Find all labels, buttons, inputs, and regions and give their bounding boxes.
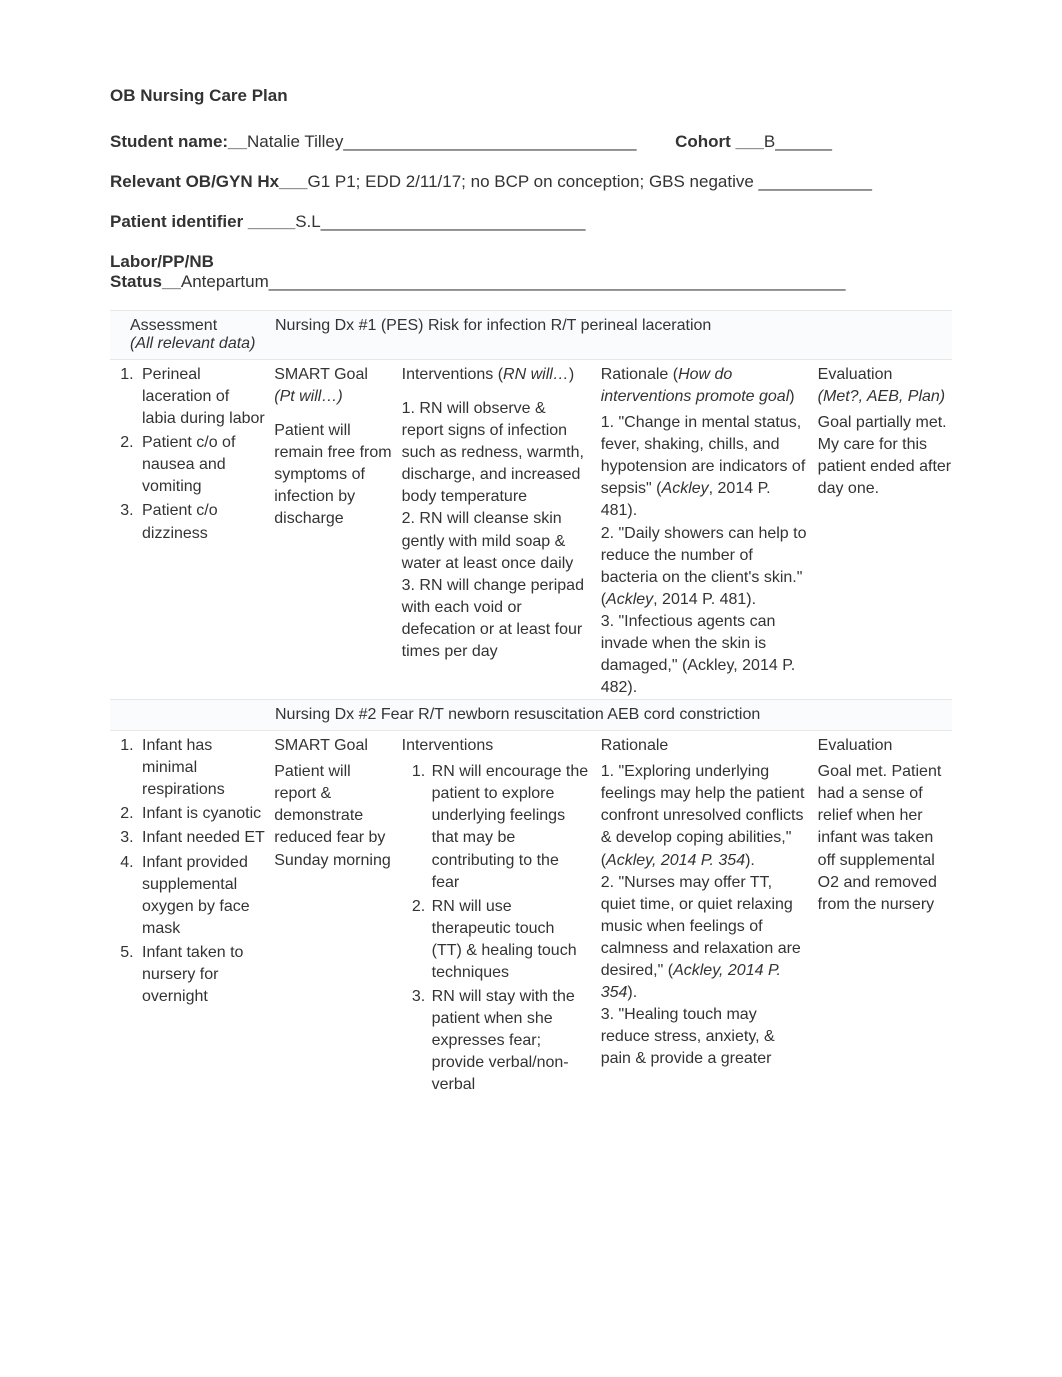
hx-label: Relevant OB/GYN Hx___ [110,172,307,191]
assessment-header-text: Assessment [130,317,217,334]
eval-header: Evaluation [818,735,952,761]
status-value: Antepartum______________________________… [181,272,846,291]
goal-sub: (Pt will…) [274,388,342,405]
dx2-header: Nursing Dx #2 Fear R/T newborn resuscita… [110,699,952,731]
goal-header: SMART Goal (Pt will…) [274,364,391,412]
rat-body: 1. "Exploring underlying feelings may he… [601,761,808,1070]
pid-value: S.L____________________________ [295,212,585,231]
ob-hx: Relevant OB/GYN Hx___G1 P1; EDD 2/11/17;… [110,172,952,192]
list-item: Patient c/o of nausea and vomiting [138,432,266,498]
eval-body: Goal met. Patient had a sense of relief … [818,761,952,916]
int-body: 1. RN will observe & report signs of inf… [402,398,589,663]
list-item: Infant provided supplemental oxygen by f… [138,852,266,940]
dx1-assessments: Perineal laceration of labia during labo… [110,364,274,699]
goal-header: SMART Goal [274,735,391,761]
list-item: Infant is cyanotic [138,803,266,825]
cohort-value: B______ [764,132,832,151]
cohort-label: Cohort ___ [675,132,764,151]
dx1-title: Nursing Dx #1 (PES) Risk for infection R… [275,317,952,353]
dx1-assessment-list: Perineal laceration of labia during labo… [112,364,266,545]
dx2-body: Infant has minimal respirations Infant i… [110,731,952,1098]
dx2-goal: SMART Goal Patient will report & demonst… [274,735,401,1098]
rat-header-pre: Rationale ( [601,366,678,383]
rat-body: 1. "Change in mental status, fever, shak… [601,412,808,699]
patient-id: Patient identifier _____S.L_____________… [110,212,952,232]
int-header-close: ) [569,366,574,383]
student-label: Student name:__ [110,132,247,151]
dx2-evaluation: Evaluation Goal met. Patient had a sense… [818,735,952,1098]
goal-body: Patient will report & demonstrate reduce… [274,761,391,871]
eval-body: Goal partially met. My care for this pat… [818,412,952,500]
doc-title: OB Nursing Care Plan [110,86,952,106]
dx1-evaluation: Evaluation (Met?, AEB, Plan) Goal partia… [818,364,952,699]
dx1-goal: SMART Goal (Pt will…) Patient will remai… [274,364,401,699]
int-header-pre: Interventions ( [402,366,503,383]
assessment-header: Assessment (All relevant data) [110,317,275,353]
rat-header-close: ) [789,388,794,405]
list-item: Infant has minimal respirations [138,735,266,801]
student-name: Student name:__Natalie Tilley___________… [110,132,636,152]
meta-row-student: Student name:__Natalie Tilley___________… [110,132,952,152]
list-item: Perineal laceration of labia during labo… [138,364,266,430]
dx1-interventions: Interventions (RN will…) 1. RN will obse… [402,364,601,699]
page: OB Nursing Care Plan Student name:__Nata… [0,0,1062,1138]
list-item: RN will stay with the patient when she e… [430,986,589,1096]
int-header: Interventions (RN will…) [402,364,589,390]
int-header: Interventions [402,735,589,761]
dx2-rationale: Rationale 1. "Exploring underlying feeli… [601,735,818,1098]
int-header-ital: RN will… [503,366,569,383]
dx1-header: Assessment (All relevant data) Nursing D… [110,310,952,360]
dx2-assessment-list: Infant has minimal respirations Infant i… [112,735,266,1008]
eval-sub: (Met?, AEB, Plan) [818,388,945,405]
dx2-int-list: RN will encourage the patient to explore… [402,761,589,1096]
list-item: Infant taken to nursery for overnight [138,942,266,1008]
goal-header-text: SMART Goal [274,366,368,383]
eval-header-text: Evaluation [818,366,893,383]
cohort: Cohort ___B______ [675,132,952,152]
dx1-body: Perineal laceration of labia during labo… [110,360,952,699]
hx-value: G1 P1; EDD 2/11/17; no BCP on conception… [307,172,872,191]
pid-label: Patient identifier _____ [110,212,295,231]
assessment-subheader: (All relevant data) [130,335,255,352]
eval-header: Evaluation (Met?, AEB, Plan) [818,364,952,412]
goal-body: Patient will remain free from symptoms o… [274,420,391,530]
list-item: Patient c/o dizziness [138,500,266,544]
dx2-assessments: Infant has minimal respirations Infant i… [110,735,274,1098]
rat-header: Rationale (How do interventions promote … [601,364,808,412]
student-value: Natalie Tilley__________________________… [247,132,636,151]
dx1-rationale: Rationale (How do interventions promote … [601,364,818,699]
list-item: Infant needed ET [138,827,266,849]
status: Labor/PP/NB Status__Antepartum__________… [110,252,952,292]
list-item: RN will use therapeutic touch (TT) & hea… [430,896,589,984]
list-item: RN will encourage the patient to explore… [430,761,589,893]
dx2-title: Nursing Dx #2 Fear R/T newborn resuscita… [275,706,760,723]
dx2-interventions: Interventions RN will encourage the pati… [402,735,601,1098]
rat-header: Rationale [601,735,808,761]
